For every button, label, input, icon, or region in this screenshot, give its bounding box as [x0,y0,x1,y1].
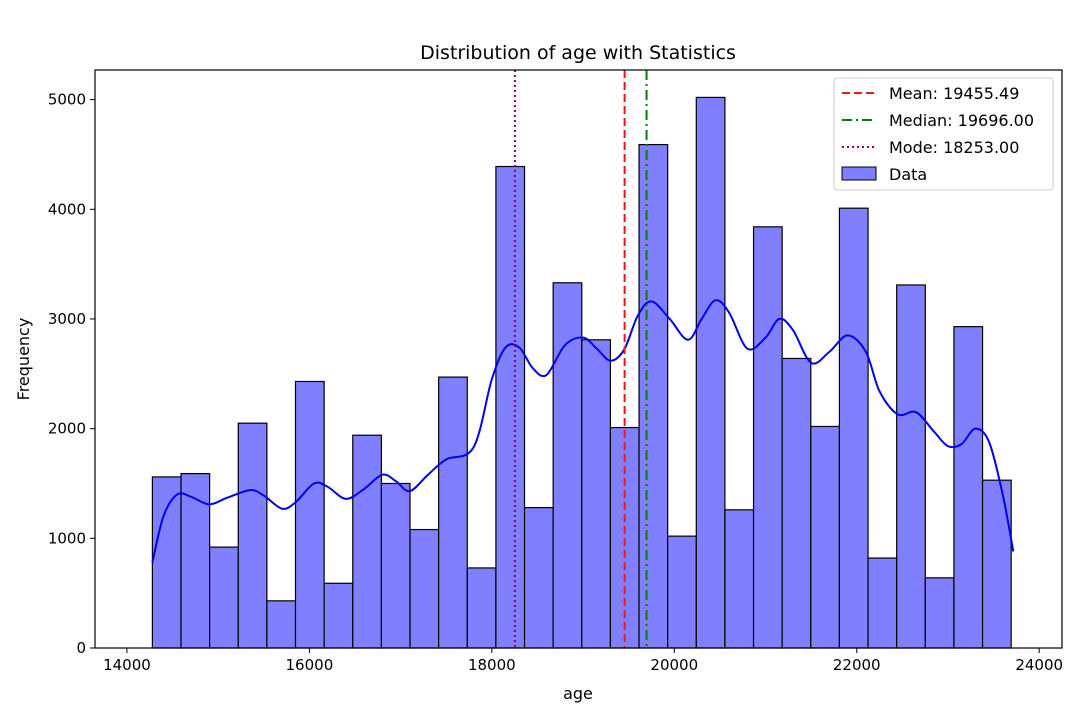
histogram-bar [409,528,440,649]
x-tick-label: 16000 [286,656,334,674]
x-tick-label: 20000 [650,656,698,674]
legend: Mean: 19455.49 Median: 19696.00 Mode: 1825… [833,77,1054,191]
histogram-bar [867,557,898,649]
histogram-bar [323,582,354,649]
histogram-bar [438,376,468,649]
histogram-bar [896,284,926,649]
x-axis-ticks: 14000 16000 18000 20000 22000 24000 [103,648,1063,674]
legend-entry-label: Median: 19696.00 [889,111,1034,130]
histogram-bar [724,509,755,649]
legend-box [833,77,1054,191]
histogram-bar [638,143,669,649]
histogram-bar [495,165,526,649]
histogram-bar [667,535,697,649]
histogram-bar [380,482,411,649]
kde-curve [151,299,1015,563]
histogram-bar [695,96,726,649]
kde-curve-group [151,299,1015,563]
histogram-bar [352,434,382,649]
legend-entry-label: Mean: 19455.49 [889,84,1019,103]
histogram-bar [581,339,612,649]
statistic-lines [513,70,648,648]
legend-patch-swatch [841,166,877,181]
chart-title: Distribution of age with Statistics [420,42,736,64]
histogram-bar [981,479,1012,649]
y-tick-label: 4000 [48,200,86,218]
histogram-bar [151,476,182,649]
plot-frame [94,69,1063,649]
histogram-bar [523,507,554,649]
y-tick-label: 0 [76,639,86,657]
x-axis-label: age [563,684,593,703]
y-tick-label: 5000 [48,91,86,109]
histogram-bar [781,357,812,649]
legend-entry-label: Data [889,165,927,184]
x-tick-label: 24000 [1015,656,1063,674]
histogram-bar [838,207,869,649]
y-tick-label: 3000 [48,310,86,328]
histogram-bar [924,577,955,649]
histogram-bar [266,600,297,649]
histogram-bar [810,425,841,649]
histogram-bar [953,326,984,649]
x-tick-label: 22000 [833,656,881,674]
histogram-bar [237,422,268,649]
histogram-bar [466,567,497,649]
x-tick-label: 14000 [103,656,151,674]
y-tick-label: 1000 [48,529,86,547]
histogram-bar [752,226,783,649]
x-tick-label: 18000 [468,656,516,674]
y-axis-label: Frequency [14,318,33,401]
histogram-bars [151,96,1012,649]
legend-entry-label: Mode: 18253.00 [889,138,1019,157]
y-axis-ticks: 0 1000 2000 3000 4000 5000 [48,91,95,657]
histogram-bar [209,546,239,649]
histogram-bar [294,380,325,649]
y-tick-label: 2000 [48,420,86,438]
